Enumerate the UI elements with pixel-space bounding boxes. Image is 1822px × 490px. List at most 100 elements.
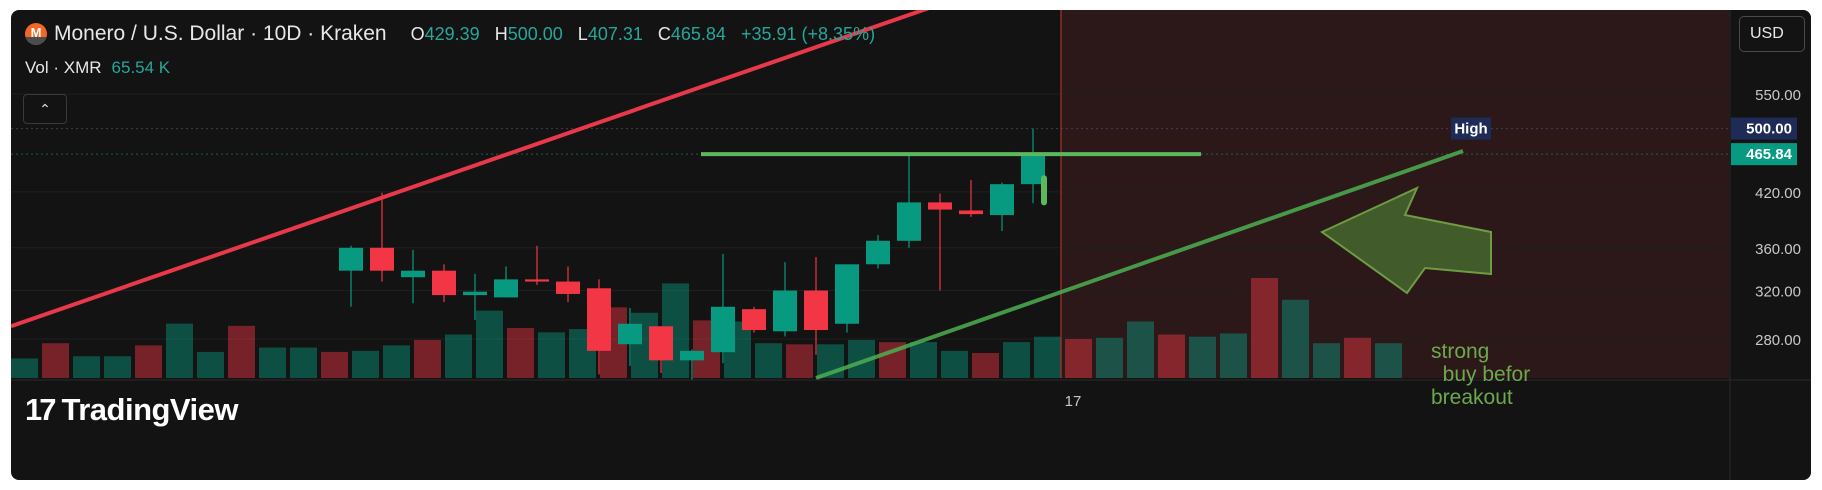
volume-bar [11,358,38,378]
candle-body[interactable] [680,350,704,361]
volume-bar [476,310,503,378]
future-zone [1061,10,1729,378]
high-badge-label: High [1454,121,1487,138]
candle-body[interactable] [928,202,952,210]
logo-glyph: M [30,25,42,40]
volume-bar [755,343,782,378]
candle-body[interactable] [494,279,518,298]
volume-bar [1034,336,1061,378]
y-tick-label: 550.00 [1755,87,1801,104]
price-chart[interactable]: 550.00 420.00 360.00 320.00 280.00 High 500.00… [11,10,1811,480]
tradingview-logo-icon: 17 [25,392,57,427]
volume-bar [445,334,472,378]
y-tick-label: 280.00 [1755,332,1801,349]
volume-bar [1282,299,1309,378]
candle-body[interactable] [835,264,859,324]
volume-bar [135,345,162,378]
high-label: H [494,23,508,44]
open-value: 429.39 [424,23,480,44]
volume-bar [414,339,441,378]
high-badge-value: 500.00 [1746,121,1792,138]
volume-bar [383,345,410,378]
candle-body[interactable] [587,288,611,351]
volume-bar [259,347,286,378]
volume-bar [197,351,224,378]
symbol-header: M Monero / U.S. Dollar · 10D · Kraken O4… [25,22,875,46]
candle-body[interactable] [432,270,456,296]
volume-bar [538,332,565,378]
volume-bar [941,350,968,378]
y-tick-label: 360.00 [1755,241,1801,258]
volume-bar [1344,337,1371,378]
ohlc-values: O429.39 H500.00 L407.31 C465.84 +35.91 (… [401,24,875,45]
volume-bar [104,356,131,378]
low-value: 407.31 [587,23,643,44]
volume-bar [1251,278,1278,378]
watermark-text: TradingView [61,392,239,427]
volume-bar [1158,334,1185,378]
volume-bar [507,328,534,378]
chart-frame[interactable]: 550.00 420.00 360.00 320.00 280.00 High 500.00… [11,10,1811,480]
volume-bar [1189,336,1216,378]
candle-body[interactable] [525,279,549,282]
candle-body[interactable] [649,326,673,361]
candle-body[interactable] [804,290,828,331]
open-label: O [410,23,425,44]
volume-value: 65.54 K [111,58,171,77]
left-arrow-drawing[interactable] [1320,185,1492,295]
chevron-up-icon: ⌃ [39,100,51,117]
last-price-badge-bg [1731,143,1797,166]
volume-bar [1375,343,1402,378]
volume-label: Vol · XMR [25,58,102,77]
volume-bar [1003,342,1030,378]
symbol-title[interactable]: Monero / U.S. Dollar · 10D · Kraken [54,22,387,45]
volume-bar [1127,321,1154,378]
high-value: 500.00 [507,23,563,44]
high-badge-label-bg [1451,117,1491,140]
volume-legend[interactable]: Vol · XMR 65.54 K [25,58,170,78]
candle-body[interactable] [742,309,766,331]
candle-body[interactable] [618,323,642,345]
volume-bar [290,347,317,378]
candle-body[interactable] [339,247,363,271]
y-tick-label: 320.00 [1755,284,1801,301]
volume-bar [972,353,999,378]
candle-body[interactable] [401,270,425,278]
candle-body[interactable] [711,306,735,353]
volume-bar [786,344,813,378]
x-tick-label: 17 [1065,393,1082,410]
close-label: C [657,23,671,44]
volume-bar [321,351,348,378]
green-trend-line[interactable] [815,149,1464,380]
y-tick-label: 420.00 [1755,185,1801,202]
volume-bar [910,342,937,378]
volume-bar [1065,338,1092,378]
candle-body[interactable] [866,240,890,265]
currency-button[interactable]: USD [1739,16,1805,52]
volume-bar [1096,337,1123,378]
high-badge-bg [1731,117,1797,140]
monero-logo-icon: M [25,23,47,45]
candle-body[interactable] [773,290,797,332]
candle-body[interactable] [463,291,487,296]
last-price-badge-value: 465.84 [1746,146,1793,163]
volume-bar [1313,343,1340,378]
volume-bar [73,356,100,378]
collapse-legend-button[interactable]: ⌃ [23,94,67,124]
change-value: +35.91 (+8.35%) [740,23,876,44]
candle-body[interactable] [556,281,580,294]
red-trend-line[interactable] [11,10,930,329]
close-value: 465.84 [670,23,726,44]
price-axis[interactable] [1731,10,1811,480]
volume-bar [166,323,193,378]
annotation-text[interactable]: strong buy befor breakout [1431,340,1531,409]
candle-body[interactable] [959,210,983,215]
volume-bar [352,350,379,378]
volume-bar [1220,333,1247,378]
volume-bar [228,325,255,378]
candle-body[interactable] [990,184,1014,216]
low-label: L [577,23,588,44]
volume-bar [42,343,69,378]
candle-body[interactable] [370,247,394,271]
candle-body[interactable] [897,202,921,241]
